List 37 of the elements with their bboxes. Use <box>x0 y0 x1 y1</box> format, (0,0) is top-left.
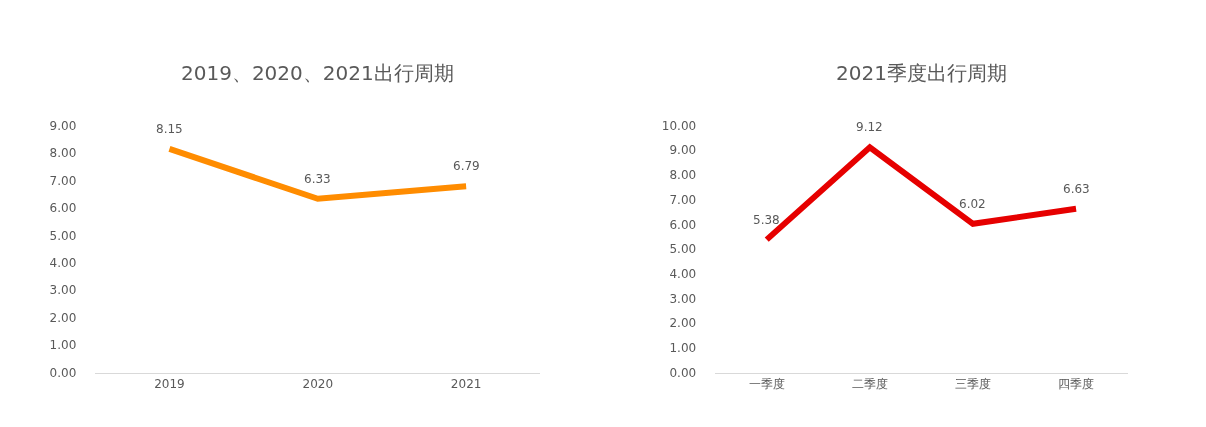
y-tick-label: 1.00 <box>669 341 697 356</box>
y-tick-label: 3.00 <box>669 291 697 306</box>
y-tick-label: 5.00 <box>49 228 77 243</box>
x-tick-label: 2021 <box>450 376 482 391</box>
data-label: 6.33 <box>304 172 331 186</box>
y-tick-label: 2.00 <box>669 316 697 331</box>
data-label: 6.02 <box>959 197 986 211</box>
y-tick-label: 4.00 <box>669 266 697 281</box>
data-label: 9.12 <box>856 120 883 134</box>
data-label: 5.38 <box>753 213 780 227</box>
y-tick-label: 8.00 <box>49 146 77 161</box>
y-tick-label: 0.00 <box>669 365 697 380</box>
y-tick-label: 7.00 <box>669 192 697 207</box>
x-tick-label: 三季度 <box>954 376 991 391</box>
chart-title: 2021季度出行周期 <box>836 61 1007 85</box>
y-tick-label: 3.00 <box>49 283 77 298</box>
y-tick-label: 1.00 <box>49 338 77 353</box>
chart-title: 2019、2020、2021出行周期 <box>181 61 454 85</box>
y-tick-label: 0.00 <box>49 365 77 380</box>
y-tick-label: 9.00 <box>49 118 77 133</box>
y-tick-label: 2.00 <box>49 310 77 325</box>
y-tick-label: 9.00 <box>669 143 697 158</box>
y-tick-label: 5.00 <box>669 242 697 257</box>
y-tick-label: 10.00 <box>661 118 697 133</box>
data-label: 6.79 <box>453 159 480 173</box>
y-tick-label: 6.00 <box>49 201 77 216</box>
data-label: 8.15 <box>156 122 183 136</box>
y-tick-label: 8.00 <box>669 168 697 183</box>
y-tick-label: 6.00 <box>669 217 697 232</box>
x-tick-label: 2020 <box>302 376 334 391</box>
x-tick-label: 二季度 <box>851 376 888 391</box>
x-tick-label: 四季度 <box>1058 376 1095 391</box>
x-tick-label: 2019 <box>154 376 185 391</box>
data-label: 6.63 <box>1063 182 1090 196</box>
y-tick-label: 7.00 <box>49 173 77 188</box>
x-tick-label: 一季度 <box>748 376 785 391</box>
y-tick-label: 4.00 <box>49 255 77 270</box>
